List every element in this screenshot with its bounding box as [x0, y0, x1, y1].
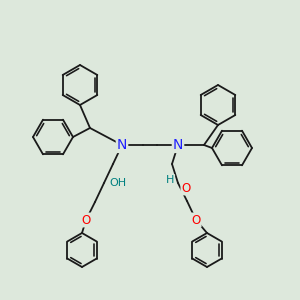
Text: O: O — [81, 214, 91, 226]
Text: N: N — [117, 138, 127, 152]
Text: O: O — [182, 182, 190, 194]
Text: N: N — [173, 138, 183, 152]
Text: OH: OH — [110, 178, 127, 188]
Text: H: H — [166, 175, 174, 185]
Text: O: O — [191, 214, 201, 226]
